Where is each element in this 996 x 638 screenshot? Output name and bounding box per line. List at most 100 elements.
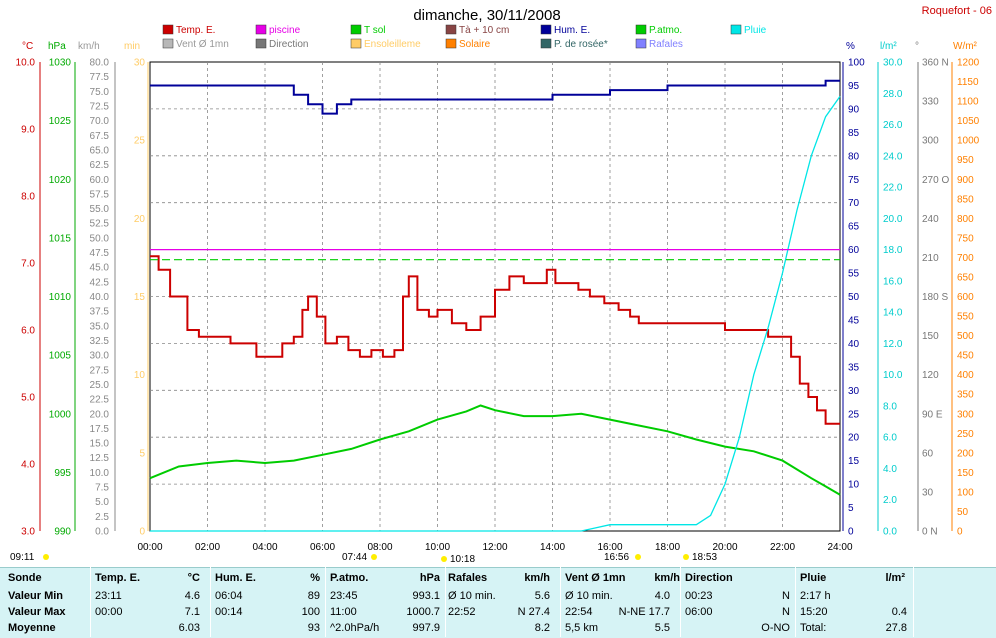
table-divider xyxy=(90,567,91,637)
x-tick: 24:00 xyxy=(827,542,852,553)
kmh-axis-tick: 80.0 xyxy=(90,58,110,69)
lm2-axis-tick: 2.0 xyxy=(883,495,897,506)
pct-axis-tick: 30 xyxy=(848,386,860,397)
kmh-axis-tick: 30.0 xyxy=(90,351,110,362)
lm2-axis-tick: 22.0 xyxy=(883,183,903,194)
sun-icon xyxy=(441,556,447,562)
deg-axis-tick: 180 S xyxy=(922,292,948,303)
wm2-axis-tick: 650 xyxy=(957,272,974,283)
kmh-axis-tick: 25.0 xyxy=(90,380,110,391)
sun-marker-time: 18:53 xyxy=(692,552,717,563)
legend-label: P. de rosée* xyxy=(554,39,608,50)
kmh-axis-tick: 5.0 xyxy=(95,497,109,508)
kmh-axis-tick: 70.0 xyxy=(90,116,110,127)
table-cell-raf_v: 8.2 xyxy=(534,622,550,634)
sun-icon xyxy=(43,554,49,560)
table-cell-dir_v: N xyxy=(782,606,790,618)
table-cell-label: Valeur Min xyxy=(8,590,64,602)
sun-marker-time: 09:11 xyxy=(10,552,35,563)
kmh-axis-tick: 75.0 xyxy=(90,87,110,98)
table-cell-raf_v: 5.6 xyxy=(534,590,550,602)
wm2-axis-tick: 400 xyxy=(957,370,974,381)
temp-axis-tick: 5.0 xyxy=(21,393,35,404)
axis-unit-pct: % xyxy=(846,41,855,52)
table-cell-raf_t: 22:52 xyxy=(448,606,476,618)
axis-unit-temp: °C xyxy=(22,41,33,52)
legend-swatch xyxy=(162,24,174,35)
legend-label: Ensoleilleme xyxy=(364,39,421,50)
table-divider xyxy=(680,567,681,637)
wm2-axis-tick: 900 xyxy=(957,175,974,186)
table-cell-pluie_v: 27.8 xyxy=(885,622,907,634)
temp-axis-tick: 4.0 xyxy=(21,460,35,471)
table-header: l/m² xyxy=(885,572,905,584)
pct-axis-tick: 75 xyxy=(848,175,860,186)
kmh-axis-tick: 72.5 xyxy=(90,101,110,112)
table-cell-pluie_v: 0.4 xyxy=(891,606,907,618)
deg-axis-tick: 360 N xyxy=(922,58,949,69)
x-tick: 16:00 xyxy=(597,542,622,553)
kmh-axis-tick: 15.0 xyxy=(90,439,110,450)
table-cell-vent_v: 4.0 xyxy=(654,590,670,602)
table-header: km/h xyxy=(654,572,680,584)
table-cell-dir_t: 00:23 xyxy=(685,590,713,602)
legend-label: Tà + 10 cm xyxy=(459,25,509,36)
min-axis-tick: 5 xyxy=(139,448,145,459)
pct-axis-tick: 35 xyxy=(848,362,860,373)
legend-swatch xyxy=(635,38,647,49)
x-tick: 08:00 xyxy=(367,542,392,553)
legend: Temp. E. piscine T sol Tà + 10 cm Hum. E. P.a… xyxy=(162,24,767,50)
table-header: hPa xyxy=(419,572,440,584)
table-header: Temp. E. xyxy=(95,572,141,584)
table-divider xyxy=(210,567,211,637)
table-cell-temp_v: 7.1 xyxy=(184,606,200,618)
pct-axis-tick: 5 xyxy=(848,503,854,514)
pct-axis-tick: 90 xyxy=(848,104,860,115)
table-cell-patmo_v: 997.9 xyxy=(412,622,440,634)
lm2-axis-tick: 26.0 xyxy=(883,120,903,131)
table-header: °C xyxy=(187,572,200,584)
table-header: % xyxy=(310,572,320,584)
legend-swatch xyxy=(540,38,552,49)
table-cell-hum_v: 100 xyxy=(301,606,320,618)
kmh-axis-tick: 45.0 xyxy=(90,263,110,274)
table-cell-pluie_t: 2:17 h xyxy=(800,590,831,602)
kmh-axis-tick: 0.0 xyxy=(95,527,109,538)
lm2-axis-tick: 18.0 xyxy=(883,245,903,256)
table-cell-vent_t: Ø 10 min. xyxy=(565,590,613,602)
axis-unit-hpa: hPa xyxy=(48,41,66,52)
table-cell-hum_v: 93 xyxy=(307,622,320,634)
deg-axis-tick: 30 xyxy=(922,487,934,498)
table-header: Hum. E. xyxy=(215,572,256,584)
temp-axis-tick: 8.0 xyxy=(21,192,35,203)
lm2-axis-tick: 20.0 xyxy=(883,214,903,225)
deg-axis-tick: 240 xyxy=(922,214,939,225)
table-cell-vent_v: 5.5 xyxy=(654,622,670,634)
sun-marker-time: 07:44 xyxy=(342,552,367,563)
table-header: km/h xyxy=(524,572,550,584)
wm2-axis-tick: 750 xyxy=(957,233,974,244)
weather-chart: dimanche, 30/11/2008 Roquefort - 06 Temp… xyxy=(10,5,992,565)
table-cell-label: Moyenne xyxy=(8,622,56,634)
legend-label: Hum. E. xyxy=(554,25,590,36)
table-cell-hum_t: 06:04 xyxy=(215,590,243,602)
wm2-axis-tick: 50 xyxy=(957,507,969,518)
lm2-axis-tick: 10.0 xyxy=(883,370,903,381)
kmh-axis-tick: 10.0 xyxy=(90,468,110,479)
hpa-axis-tick: 1000 xyxy=(49,409,72,420)
legend-label: Vent Ø 1mn xyxy=(176,39,229,50)
temp-axis-tick: 6.0 xyxy=(21,326,35,337)
wm2-axis-tick: 550 xyxy=(957,312,974,323)
legend-swatch xyxy=(162,38,174,49)
pct-axis-tick: 45 xyxy=(848,315,860,326)
hpa-axis-tick: 1005 xyxy=(49,351,72,362)
min-axis-tick: 0 xyxy=(139,527,145,538)
x-tick: 10:00 xyxy=(425,542,450,553)
x-tick: 12:00 xyxy=(482,542,507,553)
table-header: P.atmo. xyxy=(330,572,369,584)
wm2-axis-tick: 700 xyxy=(957,253,974,264)
pct-axis-tick: 0 xyxy=(848,527,854,538)
legend-swatch xyxy=(730,24,742,35)
hpa-axis-tick: 990 xyxy=(54,527,71,538)
kmh-axis-tick: 12.5 xyxy=(90,453,110,464)
